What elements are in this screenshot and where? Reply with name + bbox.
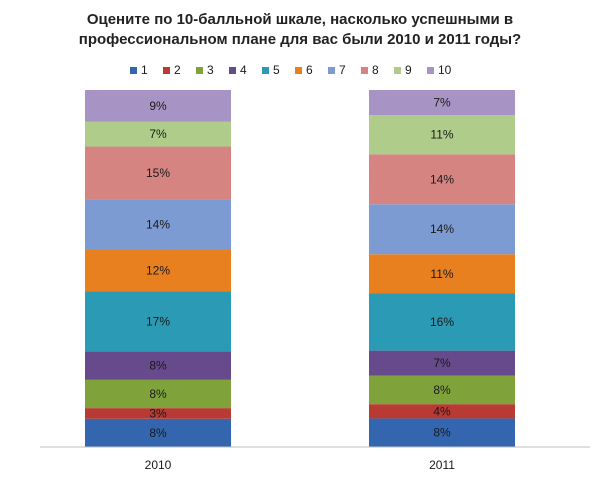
bar-segment-2011-1 [369, 418, 515, 447]
data-label-2011-4: 7% [433, 356, 451, 370]
bar-segment-2010-3 [85, 379, 231, 409]
chart-title-line-1: Оцените по 10-балльной шкале, насколько … [86, 11, 514, 28]
data-label-2010-9: 7% [149, 127, 167, 141]
legend-label-4: 4 [240, 63, 247, 77]
legend-label-2: 2 [174, 63, 181, 77]
bar-segment-2010-2 [85, 408, 231, 419]
legend-swatch-6 [295, 67, 302, 74]
legend-swatch-3 [196, 67, 203, 74]
legend-label-7: 7 [339, 63, 346, 77]
bar-segment-2010-7 [85, 199, 231, 250]
legend-swatch-4 [229, 67, 236, 74]
bar-segment-2011-3 [369, 375, 515, 405]
data-label-2010-3: 8% [149, 387, 167, 401]
data-label-2010-6: 12% [146, 263, 170, 277]
legend-swatch-8 [361, 67, 368, 74]
bar-segment-2011-5 [369, 293, 515, 351]
legend-swatch-2 [163, 67, 170, 74]
bar-segment-2010-5 [85, 291, 231, 352]
bar-segment-2010-6 [85, 249, 231, 292]
data-label-2010-1: 8% [149, 426, 167, 440]
data-label-2011-9: 11% [430, 128, 453, 142]
data-label-2010-4: 8% [149, 359, 167, 373]
data-label-2011-7: 14% [430, 222, 454, 236]
legend-swatch-5 [262, 67, 269, 74]
data-label-2011-3: 8% [433, 383, 451, 397]
bar-segment-2010-1 [85, 418, 231, 447]
bar-segment-2010-8 [85, 146, 231, 200]
x-tick-label-2010: 2010 [145, 458, 172, 472]
data-label-2011-8: 14% [430, 172, 454, 186]
data-label-2010-10: 9% [149, 99, 167, 113]
bar-segment-2010-9 [85, 121, 231, 147]
bar-segment-2011-4 [369, 350, 515, 376]
legend-label-8: 8 [372, 63, 379, 77]
legend-label-1: 1 [141, 63, 148, 77]
legend-swatch-1 [130, 67, 137, 74]
data-label-2010-8: 15% [146, 166, 170, 180]
data-label-2011-10: 7% [433, 95, 451, 109]
chart-legend: 1 2 3 4 5 6 7 8 9 10 [130, 63, 452, 77]
data-label-2011-1: 8% [433, 426, 451, 440]
bar-segment-2011-6 [369, 254, 515, 294]
legend-label-10: 10 [438, 63, 452, 77]
chart-title: Оцените по 10-балльной шкале, насколько … [0, 10, 600, 50]
legend-label-6: 6 [306, 63, 313, 77]
bar-segment-2011-2 [369, 404, 515, 419]
chart-title-line-2: профессиональном плане для вас были 2010… [78, 31, 522, 48]
legend-label-5: 5 [273, 63, 280, 77]
data-label-2011-6: 11% [430, 267, 453, 281]
bar-segment-2011-10 [369, 90, 515, 115]
legend-label-3: 3 [207, 63, 214, 77]
legend-swatch-9 [394, 67, 401, 74]
x-tick-label-2011: 2011 [429, 458, 455, 472]
chart-bars: 8% 3% 8% 8% 17% 12% 14% 15% 7% 9% 8% 4% 8% 7% 16% 11% 14… [85, 90, 515, 447]
bar-segment-2011-8 [369, 154, 515, 205]
bar-segment-2011-7 [369, 204, 515, 255]
data-label-2011-2: 4% [433, 404, 451, 418]
x-axis-category-labels: 2010 2011 [145, 458, 456, 472]
legend-label-9: 9 [405, 63, 412, 77]
bar-segment-2010-4 [85, 351, 231, 380]
data-label-2010-7: 14% [146, 217, 170, 231]
data-label-2010-2: 3% [149, 406, 167, 420]
bar-segment-2010-10 [85, 90, 231, 122]
data-label-2010-5: 17% [146, 315, 170, 329]
legend-swatch-7 [328, 67, 335, 74]
bar-segment-2011-9 [369, 114, 515, 155]
legend-swatch-10 [427, 67, 434, 74]
data-label-2011-5: 16% [430, 315, 454, 329]
